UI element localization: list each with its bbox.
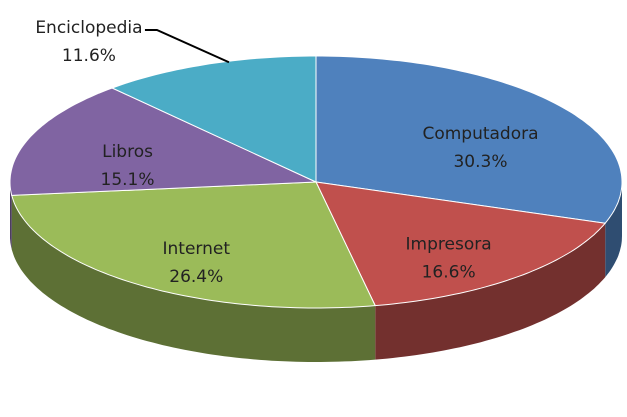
slice-label: Enciclopedia xyxy=(35,18,142,38)
pie-side xyxy=(605,182,622,278)
slice-value: 11.6% xyxy=(62,46,116,66)
pie-side xyxy=(10,182,12,250)
slice-label: Impresora xyxy=(406,235,492,255)
slice-label: Libros xyxy=(102,142,153,162)
leader-line xyxy=(144,29,230,64)
slice-label: Computadora xyxy=(422,124,538,144)
slice-value: 15.1% xyxy=(101,170,155,190)
slice-value: 26.4% xyxy=(169,267,223,287)
pie-slice xyxy=(110,55,317,183)
pie-side xyxy=(375,223,606,360)
pie-slice xyxy=(315,55,623,224)
pie-slice xyxy=(9,87,317,196)
slice-value: 16.6% xyxy=(422,263,476,283)
slice-label: Internet xyxy=(163,239,231,259)
slice-value: 30.3% xyxy=(453,152,507,172)
pie-side xyxy=(11,195,376,362)
pie-slice xyxy=(315,181,607,307)
pie-slice xyxy=(11,181,376,309)
